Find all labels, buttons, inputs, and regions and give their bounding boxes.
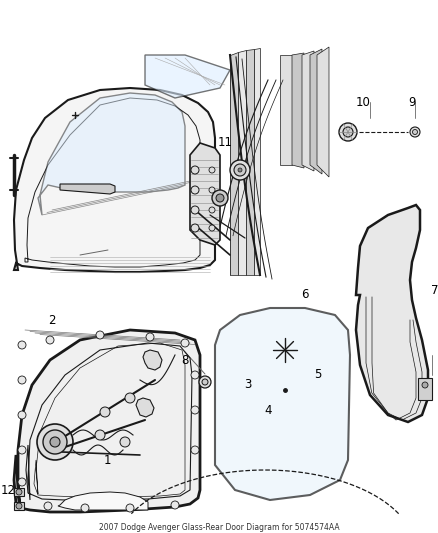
Text: 5: 5 [314,368,321,382]
Polygon shape [145,55,230,98]
Circle shape [100,407,110,417]
Circle shape [202,379,208,385]
Polygon shape [238,50,246,275]
Polygon shape [190,143,220,245]
Circle shape [96,331,104,339]
Text: 8: 8 [181,353,189,367]
Circle shape [209,187,215,193]
Circle shape [191,224,199,232]
Circle shape [191,166,199,174]
Polygon shape [58,492,148,510]
Circle shape [422,382,428,388]
Polygon shape [302,51,314,171]
Circle shape [18,478,26,486]
Circle shape [209,167,215,173]
Bar [14,488,24,496]
Circle shape [343,127,353,137]
Polygon shape [254,48,260,275]
Polygon shape [246,49,254,275]
Circle shape [120,437,130,447]
Circle shape [43,430,67,454]
Circle shape [191,186,199,194]
Circle shape [18,341,26,349]
Polygon shape [143,350,162,370]
Bar [14,502,24,510]
Circle shape [199,376,211,388]
Text: 10: 10 [356,95,371,109]
Circle shape [191,371,199,379]
Circle shape [44,502,52,510]
Text: 9: 9 [408,95,416,109]
Polygon shape [310,49,322,174]
Polygon shape [317,47,329,177]
Polygon shape [60,184,115,194]
Circle shape [18,376,26,384]
Text: 3: 3 [244,378,252,392]
Circle shape [126,504,134,512]
Circle shape [209,207,215,213]
Polygon shape [280,55,292,165]
Text: 2007 Dodge Avenger Glass-Rear Door Diagram for 5074574AA: 2007 Dodge Avenger Glass-Rear Door Diagr… [99,523,339,532]
Circle shape [125,393,135,403]
Circle shape [37,424,73,460]
Circle shape [171,501,179,509]
Circle shape [95,430,105,440]
Circle shape [181,339,189,347]
Polygon shape [356,205,428,422]
Circle shape [339,123,357,141]
Circle shape [81,504,89,512]
Text: 4: 4 [264,403,272,416]
Polygon shape [14,330,200,512]
Polygon shape [38,93,185,215]
Polygon shape [136,398,154,417]
Text: 12: 12 [0,483,15,497]
Text: 6: 6 [301,288,309,302]
Circle shape [238,168,242,172]
Text: 11: 11 [218,135,233,149]
Polygon shape [215,308,350,500]
Polygon shape [292,53,304,168]
Circle shape [413,130,417,134]
Circle shape [191,406,199,414]
Circle shape [191,446,199,454]
Circle shape [234,164,246,176]
Circle shape [410,127,420,137]
Circle shape [18,446,26,454]
Text: 1: 1 [103,454,111,466]
Polygon shape [14,88,215,272]
Bar [418,378,432,400]
Circle shape [146,333,154,341]
Circle shape [50,437,60,447]
Text: 2: 2 [48,313,56,327]
Circle shape [216,194,224,202]
Circle shape [230,160,250,180]
Circle shape [209,225,215,231]
Polygon shape [230,52,238,275]
Text: 7: 7 [431,284,438,296]
Circle shape [16,489,22,495]
Circle shape [46,336,54,344]
Circle shape [212,190,228,206]
Circle shape [18,411,26,419]
Circle shape [191,206,199,214]
Circle shape [16,503,22,509]
